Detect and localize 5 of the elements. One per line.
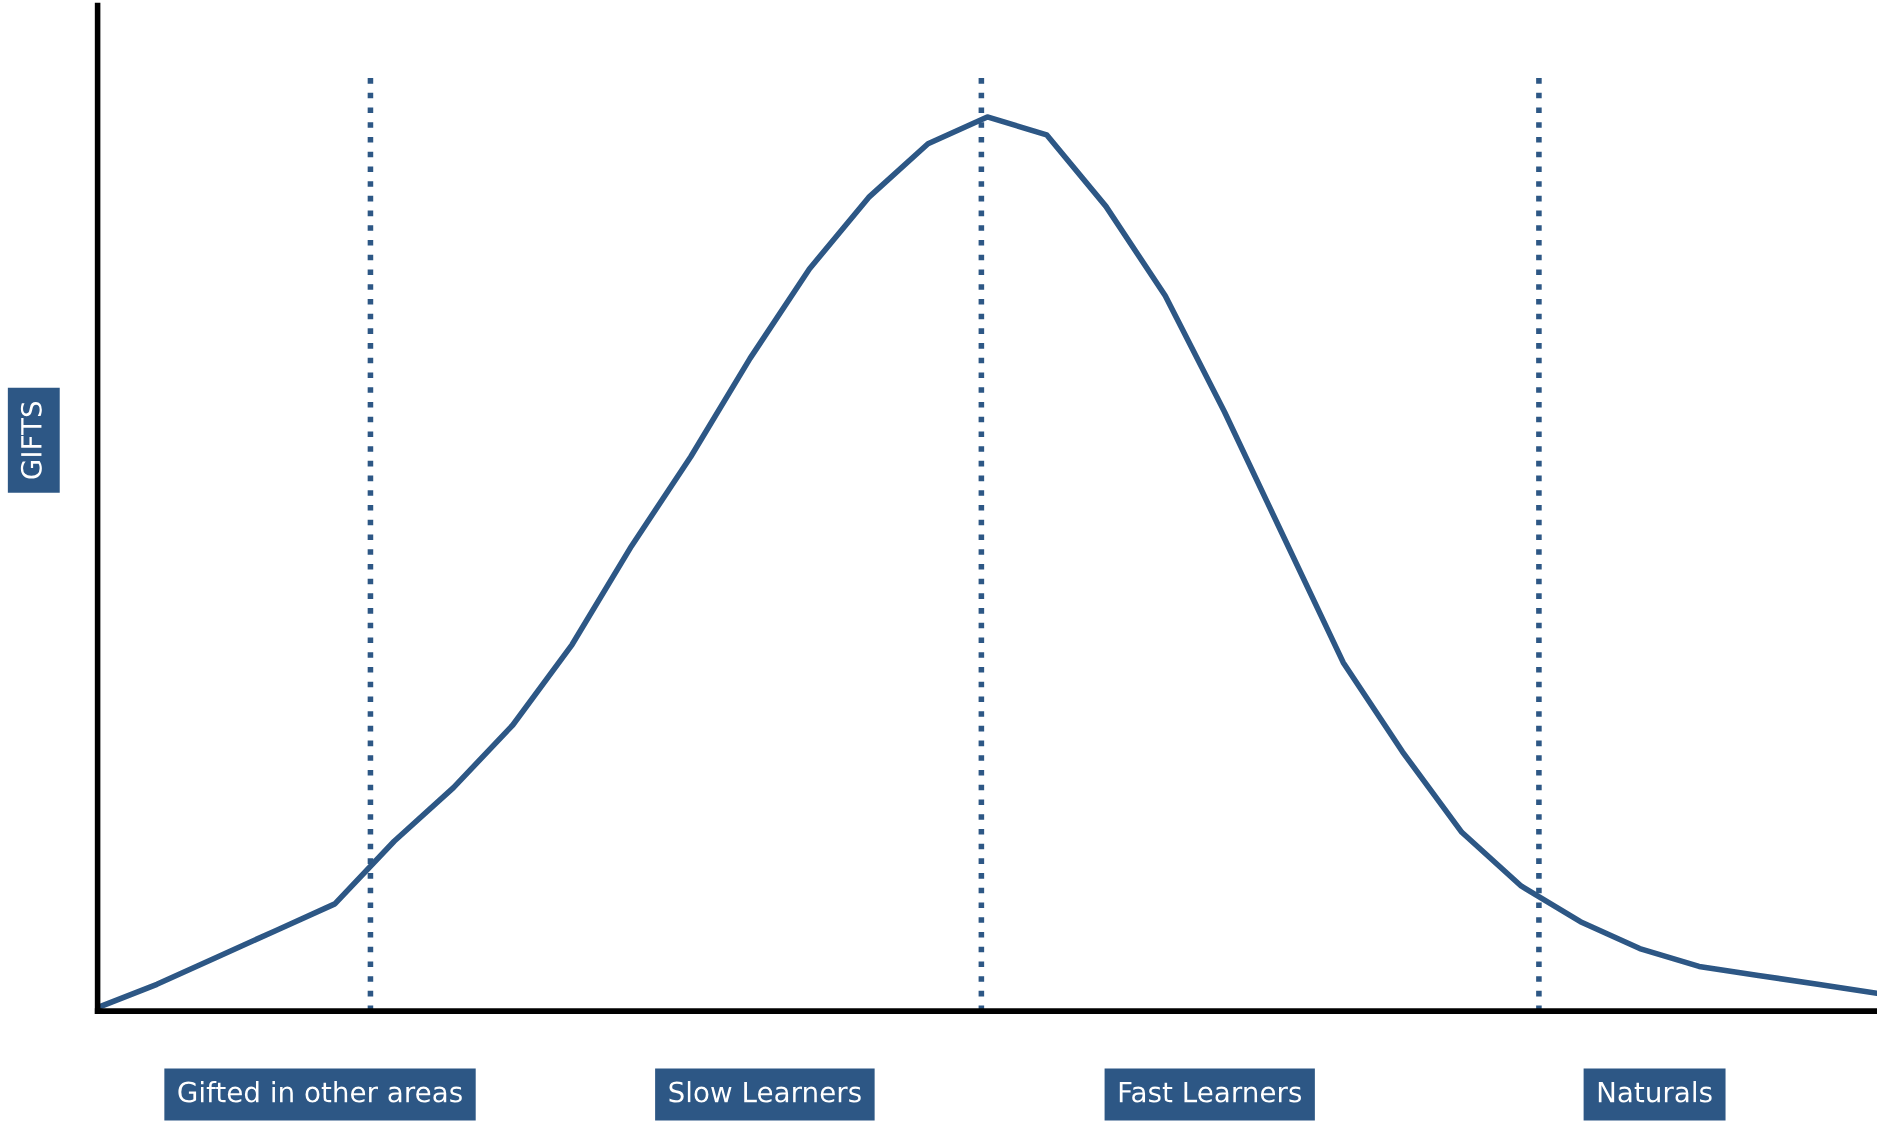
text: Fast Learners (1119, 1081, 1302, 1103)
text: Slow Learners (669, 1081, 861, 1103)
y-axis-title: GIFTS (20, 401, 42, 479)
text: Naturals (1598, 1081, 1712, 1103)
text: Gifted in other areas (178, 1081, 462, 1103)
